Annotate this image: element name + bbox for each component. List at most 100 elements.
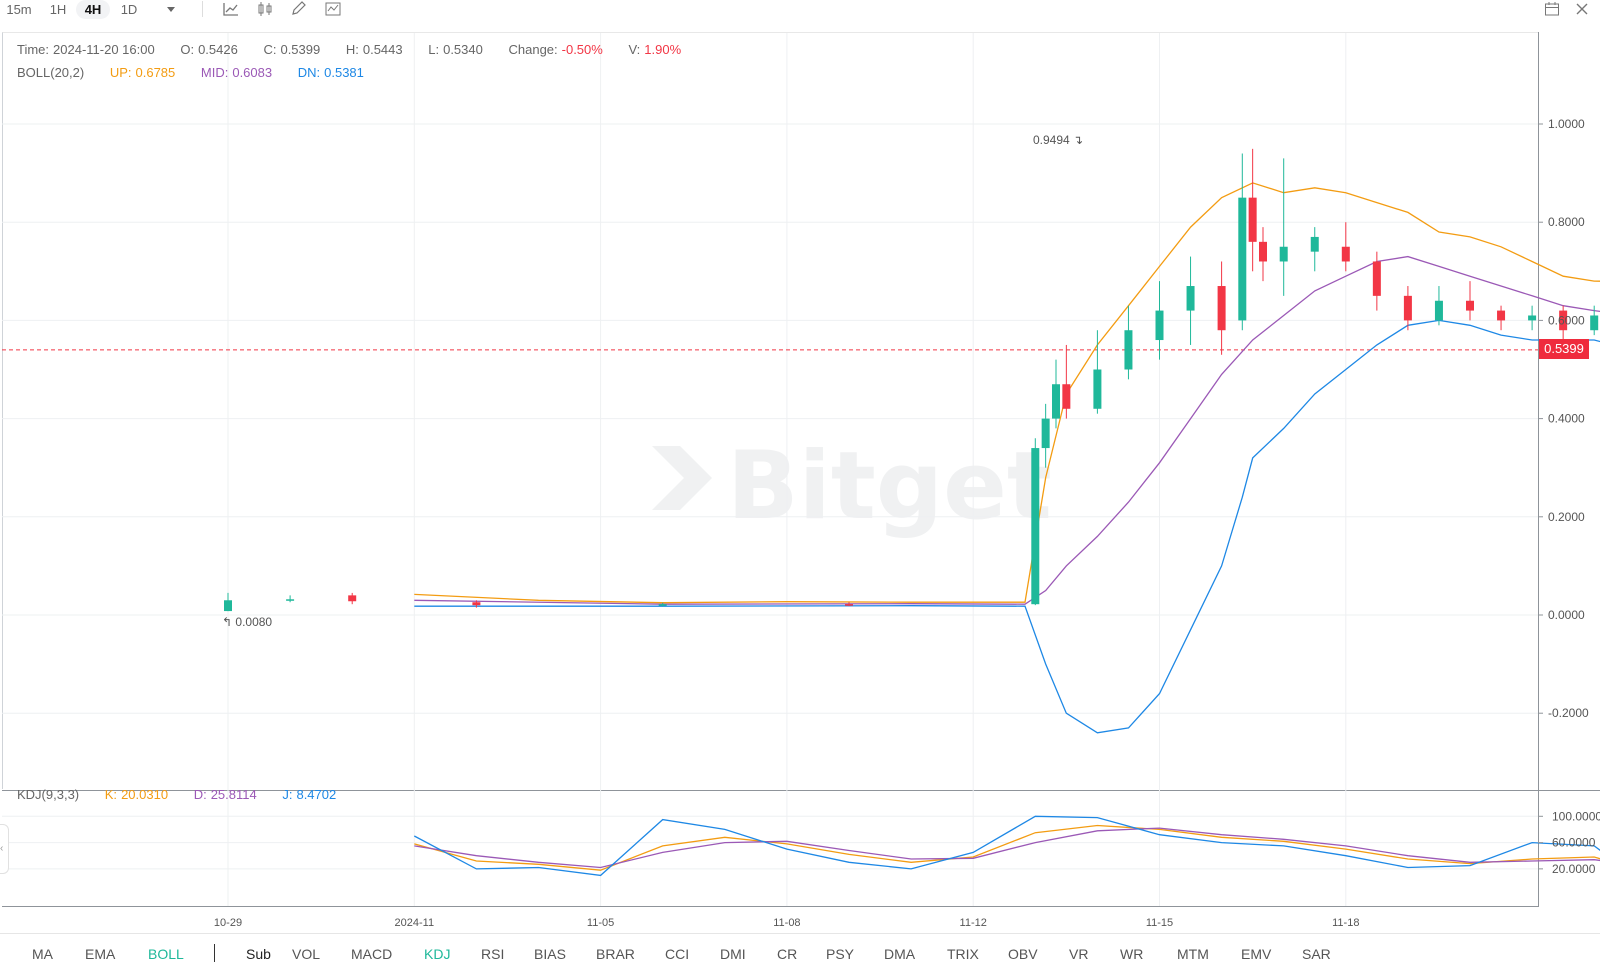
- close-value: 0.5399: [280, 42, 321, 57]
- candle: [1341, 222, 1350, 272]
- candle: [1279, 158, 1288, 296]
- tab-divider: [214, 944, 215, 962]
- calendar-button[interactable]: [1544, 1, 1560, 20]
- timeframe-dropdown-button[interactable]: [164, 1, 178, 20]
- kdj-d-line: [414, 827, 1600, 869]
- tab-cci[interactable]: CCI: [665, 946, 690, 962]
- indicator-button[interactable]: [324, 1, 342, 20]
- boll-up-label: UP:: [109, 65, 132, 80]
- line-chart-button[interactable]: [222, 1, 240, 20]
- low-label: L:: [428, 42, 440, 57]
- boll-mid-value: 0.6083: [232, 65, 273, 80]
- timeframe-15m-button[interactable]: 15m: [6, 2, 32, 17]
- candle: [1062, 344, 1071, 419]
- timeframe-4h-button[interactable]: 4H: [76, 0, 110, 19]
- top-toolbar: 15m 1H 4H 1D: [0, 0, 1600, 20]
- low-value: 0.5340: [443, 42, 483, 57]
- price-tick-label: -0.2000: [1548, 706, 1589, 720]
- tab-ema[interactable]: EMA: [85, 946, 116, 962]
- tab-cr[interactable]: CR: [777, 946, 798, 962]
- tab-macd[interactable]: MACD: [351, 946, 393, 962]
- tab-dmi[interactable]: DMI: [720, 946, 746, 962]
- kdj-d-label: D:: [193, 787, 207, 802]
- time-tick-label: 10-29: [214, 917, 242, 929]
- candle-body: [1528, 315, 1537, 321]
- candle-type-button[interactable]: [256, 1, 274, 20]
- candle-body: [348, 595, 357, 602]
- boll-mid-line: [414, 255, 1600, 605]
- candle-body: [1497, 310, 1506, 321]
- tab-emv[interactable]: EMV: [1241, 946, 1272, 962]
- boll-up-line: [414, 182, 1600, 604]
- candle-body: [1124, 330, 1133, 370]
- candle: [348, 592, 357, 605]
- tab-boll[interactable]: BOLL: [148, 946, 184, 962]
- candle: [1497, 305, 1506, 331]
- kdj-tick-label: 60.0000: [1552, 836, 1596, 850]
- tab-obv[interactable]: OBV: [1008, 946, 1038, 962]
- sub-label: Sub: [246, 946, 271, 962]
- tab-kdj[interactable]: KDJ: [424, 946, 451, 962]
- timeframe-1d-button[interactable]: 1D: [120, 2, 138, 17]
- candle: [224, 592, 232, 612]
- tab-wr[interactable]: WR: [1120, 946, 1144, 962]
- boll-dn-label: DN:: [297, 65, 321, 80]
- collapse-panel-button[interactable]: ‹: [0, 824, 9, 874]
- candle: [1238, 153, 1247, 331]
- candle-body: [1031, 448, 1040, 605]
- tab-sar[interactable]: SAR: [1302, 946, 1331, 962]
- candle-layer: [224, 148, 1599, 612]
- candle-body: [1041, 418, 1050, 449]
- toolbar-divider: [202, 1, 203, 17]
- time-tick-label: 2024-11: [395, 917, 435, 929]
- candle: [286, 595, 295, 603]
- tab-trix[interactable]: TRIX: [947, 946, 979, 962]
- time-tick-label: 11-15: [1146, 917, 1173, 929]
- candle-body: [1248, 197, 1257, 242]
- kdj-k-label: K:: [104, 787, 118, 802]
- tab-mtm[interactable]: MTM: [1177, 946, 1209, 962]
- high-marker-label: 0.9494 ↴: [1033, 133, 1083, 147]
- indicator-tab-bar: MA EMA BOLL Sub VOL MACD KDJ RSI BIAS BR…: [0, 940, 1600, 970]
- close-button[interactable]: [1574, 1, 1590, 20]
- axis-label-layer: 1.0000 0.8000 0.6000 0.4000 0.2000 0.0000 -0.2…: [214, 117, 1600, 929]
- tab-dma[interactable]: DMA: [884, 946, 916, 962]
- draw-tool-button[interactable]: [290, 1, 308, 20]
- line-chart-icon: [223, 3, 238, 16]
- candle-body: [658, 604, 667, 606]
- kdj-j-value: 8.4702: [296, 787, 337, 802]
- volume-value: 1.90%: [644, 42, 682, 57]
- close-icon: [1576, 3, 1588, 15]
- kdj-j-line: [413, 815, 1600, 877]
- kdj-legend: KDJ(9,3,3) K: 20.0310 D: 25.8114 J: 8.4702: [17, 787, 340, 802]
- candle-body: [1062, 384, 1071, 409]
- kdj-tick-label: 20.0000: [1552, 862, 1596, 876]
- tab-vr[interactable]: VR: [1069, 946, 1089, 962]
- kdj-d-value: 25.8114: [210, 787, 257, 802]
- tab-bias[interactable]: BIAS: [534, 946, 566, 962]
- tab-brar[interactable]: BRAR: [596, 946, 635, 962]
- open-label: O:: [180, 42, 195, 57]
- candle-body: [1590, 315, 1599, 331]
- candle-body: [1155, 310, 1164, 341]
- tab-psy[interactable]: PSY: [826, 946, 855, 962]
- boll-dn-value: 0.5381: [324, 65, 364, 80]
- bitget-watermark: Bitget: [632, 432, 1052, 541]
- last-price-tag: 0.5399: [1539, 339, 1589, 359]
- candle-body: [1434, 300, 1443, 321]
- tab-vol[interactable]: VOL: [292, 946, 321, 962]
- pane-separator[interactable]: [2, 790, 1600, 791]
- price-tick-label: 0.8000: [1548, 215, 1585, 229]
- candle-body: [286, 599, 295, 601]
- tab-rsi[interactable]: RSI: [481, 946, 505, 962]
- tab-ma[interactable]: MA: [32, 946, 53, 962]
- candle: [1372, 251, 1381, 311]
- candle: [1093, 330, 1102, 414]
- main-chart-pane[interactable]: [2, 32, 1538, 789]
- ohlc-legend: Time: 2024-11-20 16:00 O: 0.5426 C: 0.5399 …: [17, 42, 685, 57]
- time-tick-label: 11-08: [773, 917, 800, 929]
- candle: [1466, 281, 1474, 321]
- timeframe-1h-button[interactable]: 1H: [49, 2, 67, 17]
- open-value: 0.5426: [198, 42, 238, 57]
